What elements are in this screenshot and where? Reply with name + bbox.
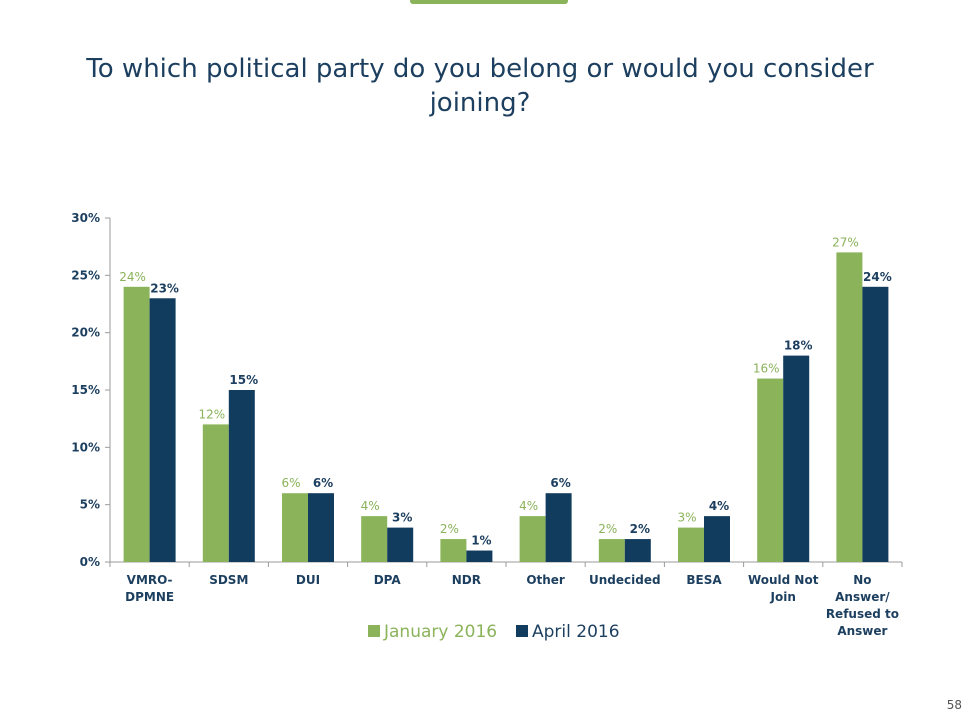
x-tick-label-line: No [853, 573, 871, 587]
data-label: 27% [832, 235, 859, 249]
x-tick-label-line: Other [526, 573, 565, 587]
x-tick-label-line: Answer [837, 624, 887, 638]
x-tick-label-line: Answer/ [835, 590, 890, 604]
data-label: 1% [471, 534, 491, 548]
bar-january [123, 286, 150, 562]
data-label: 4% [519, 499, 538, 513]
x-tick-label: Undecided [589, 573, 661, 587]
data-label: 18% [784, 339, 813, 353]
data-label: 3% [677, 511, 696, 525]
bar-april [704, 516, 730, 562]
page-title: To which political party do you belong o… [86, 54, 874, 118]
data-label: 23% [150, 281, 179, 295]
data-label: 12% [198, 407, 225, 421]
x-tick-label-line: BESA [686, 573, 722, 587]
bar-april [308, 493, 334, 562]
data-label: 4% [709, 499, 729, 513]
y-tick-label: 15% [71, 383, 100, 397]
data-label: 16% [753, 362, 780, 376]
bar-january [440, 539, 467, 562]
x-tick-label-line: Refused to [826, 607, 899, 621]
data-label: 4% [361, 499, 380, 513]
legend-january-swatch [368, 625, 380, 637]
data-label: 24% [863, 270, 892, 284]
x-tick-label-line: NDR [452, 573, 481, 587]
bar-april [862, 286, 889, 562]
data-label: 2% [630, 522, 650, 536]
x-tick-label-line: DPA [374, 573, 402, 587]
data-label: 6% [550, 476, 570, 490]
data-label: 15% [229, 373, 258, 387]
data-label: 6% [313, 476, 333, 490]
bar-april [466, 550, 493, 562]
x-tick-label: VMRO- DPMNE [125, 573, 174, 604]
x-tick-label: Would Not Join [748, 573, 819, 604]
x-tick-label-line: DUI [296, 573, 320, 587]
y-tick-label: 30% [71, 211, 100, 225]
bar-january [757, 378, 784, 562]
x-tick-label: NDR [452, 573, 481, 587]
x-tick-label: Other [526, 573, 565, 587]
bar-january [836, 252, 863, 562]
y-tick-label: 0% [80, 555, 100, 569]
x-tick-label: SDSM [209, 573, 248, 587]
x-tick-label-line: Undecided [589, 573, 661, 587]
x-tick-label: No Answer/Refused to Answer [826, 573, 899, 638]
data-label: 2% [440, 522, 459, 536]
x-tick-label-line: Would Not [748, 573, 819, 587]
bar-april [783, 355, 810, 562]
x-tick-label-line: VMRO- [127, 573, 173, 587]
x-tick-label: BESA [686, 573, 722, 587]
bar-january [202, 424, 229, 562]
legend-april-label: April 2016 [532, 622, 620, 642]
page-number: 58 [946, 698, 962, 712]
x-tick-label: DPA [374, 573, 402, 587]
data-label: 24% [119, 270, 146, 284]
x-tick-label-line: DPMNE [125, 590, 174, 604]
bar-april [149, 298, 176, 562]
bar-january [678, 527, 704, 562]
data-label: 6% [281, 476, 300, 490]
x-tick-label-line: SDSM [209, 573, 248, 587]
x-tick-label-line: Join [770, 590, 796, 604]
x-tick-label: DUI [296, 573, 320, 587]
bar-april [387, 527, 414, 562]
bar-april [624, 539, 651, 562]
y-tick-label: 20% [71, 326, 100, 340]
data-label: 2% [598, 522, 617, 536]
bar-january [282, 493, 308, 562]
legend-april-swatch [516, 625, 528, 637]
header-accent-tab [410, 0, 568, 4]
data-label: 3% [392, 511, 412, 525]
bar-january [598, 539, 625, 562]
y-tick-label: 5% [80, 498, 100, 512]
bar-april [228, 390, 255, 562]
y-tick-label: 25% [71, 268, 100, 282]
legend-january-label: January 2016 [383, 622, 497, 642]
bar-january [361, 516, 388, 562]
bar-january [519, 516, 546, 562]
bar-april [545, 493, 572, 562]
y-tick-label: 10% [71, 440, 100, 454]
